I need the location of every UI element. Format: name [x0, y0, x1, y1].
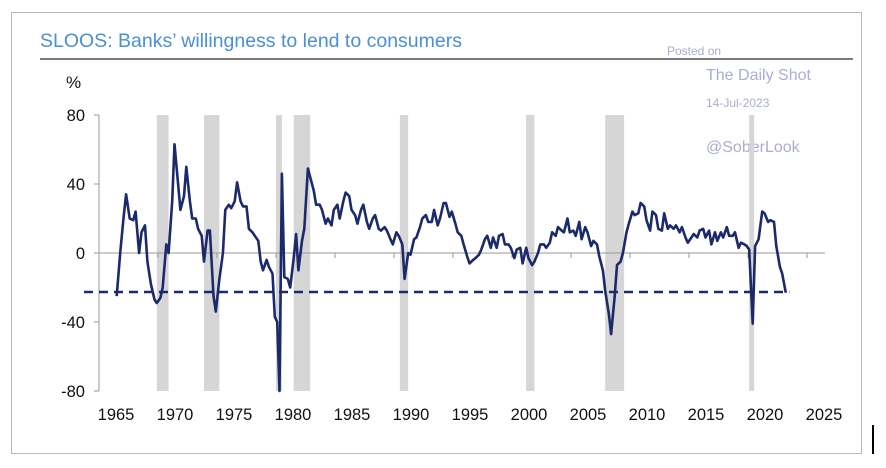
- edge-marker: [872, 425, 874, 454]
- y-tick-label: 80: [67, 107, 85, 125]
- y-tick-label: 40: [67, 176, 85, 194]
- y-tick-label: -40: [61, 314, 85, 332]
- x-tick-label: 2005: [570, 406, 607, 424]
- x-tick-label: 2000: [511, 406, 548, 424]
- tick-labels-group: 80 40 0 -40 -80 1965 1970 1975 1980 1985 1990 1995 2…: [61, 107, 842, 424]
- x-tick-label: 2010: [629, 406, 666, 424]
- axes-group: [94, 114, 825, 392]
- x-tick-label: 1970: [157, 406, 194, 424]
- x-tick-label: 1975: [216, 406, 253, 424]
- chart-title: SLOOS: Banks’ willingness to lend to con…: [40, 30, 462, 52]
- watermark-posted-on: Posted on: [667, 44, 722, 58]
- series-group: [115, 143, 788, 393]
- y-tick-label: -80: [61, 383, 85, 401]
- x-tick-label: 1980: [275, 406, 312, 424]
- x-tick-label: 1985: [334, 406, 371, 424]
- y-tick-label: 0: [76, 245, 85, 263]
- x-tick-label: 2025: [806, 406, 843, 424]
- x-tick-label: 1965: [98, 406, 135, 424]
- x-tick-label: 2015: [688, 406, 725, 424]
- watermark-date: 14-Jul-2023: [706, 96, 770, 110]
- title-underline: [40, 58, 853, 60]
- y-axis-unit-label: %: [66, 73, 82, 92]
- series-line: [115, 143, 788, 393]
- watermark-source: The Daily Shot: [706, 67, 811, 84]
- x-tick-label: 1995: [452, 406, 489, 424]
- x-tick-label: 1990: [393, 406, 430, 424]
- x-tick-label: 2020: [747, 406, 784, 424]
